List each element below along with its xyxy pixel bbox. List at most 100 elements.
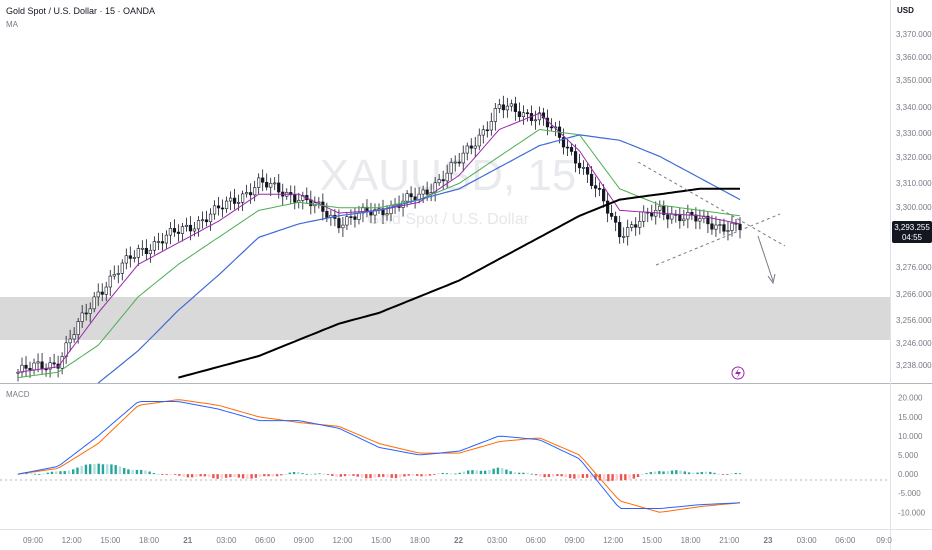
- macd-histogram-bar: [692, 472, 695, 475]
- ma-long-line[interactable]: [178, 187, 740, 379]
- candle-body: [445, 172, 449, 182]
- price-tick-label: 3,256.000: [896, 316, 932, 325]
- macd-histogram-bar: [471, 470, 474, 475]
- candle-body: [228, 197, 233, 202]
- macd-histogram-bar: [127, 469, 130, 475]
- macd-histogram-bar: [611, 474, 614, 481]
- candle-body: [662, 205, 666, 215]
- macd-histogram-bar: [734, 472, 737, 475]
- price-tick-label: 3,340.000: [896, 103, 932, 112]
- macd-histogram-bar: [335, 474, 338, 477]
- macd-histogram-bar: [63, 471, 66, 475]
- time-axis-label: 03:00: [797, 536, 818, 545]
- lightning-icon: [735, 368, 741, 378]
- macd-histogram-bar: [598, 474, 602, 481]
- candle-body: [501, 104, 505, 111]
- candle-body: [140, 247, 144, 250]
- macd-histogram-bar: [229, 474, 232, 478]
- macd-histogram-bar: [131, 469, 134, 475]
- time-axis-label: 03:00: [216, 536, 237, 545]
- macd-histogram-bar: [152, 473, 156, 475]
- time-axis[interactable]: 09:00 12:00 15:00 18:00 21 03:00 06:00 09:00 12:…: [23, 536, 892, 545]
- macd-histogram-bar: [539, 474, 542, 477]
- macd-signal-line[interactable]: [17, 399, 741, 513]
- candle-body: [128, 255, 132, 259]
- macd-histogram-bar: [573, 474, 576, 479]
- candle-body: [321, 201, 325, 212]
- candle-body: [188, 224, 193, 232]
- macd-histogram-bar: [284, 473, 287, 475]
- candle-body: [517, 111, 521, 118]
- candle-body: [172, 228, 177, 233]
- macd-histogram-bar: [110, 464, 113, 475]
- price-tick-label: 3,330.000: [896, 129, 932, 138]
- candle-body: [200, 219, 205, 222]
- moving-averages: [17, 112, 741, 384]
- time-axis-label: 09:00: [294, 536, 315, 545]
- macd-histogram-bar: [551, 474, 555, 477]
- macd-histogram-bar: [55, 471, 58, 475]
- support-zone: [0, 297, 890, 340]
- macd-histogram-bar: [314, 473, 317, 475]
- candle-body: [88, 308, 92, 314]
- macd-histogram-bar: [114, 465, 117, 475]
- candle-body: [241, 193, 245, 203]
- macd-pane[interactable]: [16, 399, 742, 513]
- time-axis-label: 15:00: [371, 536, 392, 545]
- candle-body: [738, 223, 742, 231]
- candle-body: [581, 167, 586, 169]
- macd-histogram-bar: [356, 474, 359, 477]
- current-price-value: 3,293.255: [894, 223, 930, 232]
- candle-body: [176, 231, 181, 234]
- macd-histogram-bar: [585, 474, 589, 478]
- price-tick-label: 3,266.000: [896, 290, 932, 299]
- time-axis-label: 09:00: [23, 536, 44, 545]
- macd-histogram-bar: [534, 474, 538, 476]
- candle-body: [409, 193, 413, 198]
- candle-body: [666, 214, 670, 220]
- ma-indicator-label[interactable]: MA: [6, 20, 18, 29]
- macd-histogram-bar: [700, 471, 703, 475]
- macd-histogram-bar: [382, 474, 385, 477]
- macd-histogram-bar: [441, 472, 444, 475]
- price-tick-label: 3,320.000: [896, 153, 932, 162]
- candle-body: [726, 230, 730, 232]
- macd-histogram-bar: [263, 474, 266, 477]
- candle-body: [325, 211, 329, 218]
- macd-histogram-bar: [203, 474, 207, 477]
- macd-histogram-bar: [437, 473, 440, 475]
- symbol-title[interactable]: Gold Spot / U.S. Dollar · 15 · OANDA: [6, 6, 156, 16]
- macd-line[interactable]: [17, 401, 741, 509]
- price-axis[interactable]: 3,370.000 3,360.000 3,350.000 3,340.000 3,33…: [896, 30, 932, 370]
- candle-body: [730, 222, 734, 231]
- ma-mid-line[interactable]: [17, 128, 741, 379]
- currency-label[interactable]: USD: [897, 6, 914, 15]
- macd-indicator-label[interactable]: MACD: [6, 390, 30, 399]
- triangle-lower-trendline[interactable]: [655, 213, 781, 266]
- candle-body: [40, 361, 44, 370]
- triangle-upper-trendline[interactable]: [637, 161, 786, 247]
- candle-body: [152, 241, 156, 251]
- macd-histogram-bar: [458, 472, 461, 475]
- macd-histogram-bar: [653, 471, 657, 475]
- candle-body: [20, 364, 24, 373]
- candle-body: [261, 177, 265, 183]
- macd-histogram-bar: [416, 474, 419, 476]
- ma-slow-line[interactable]: [97, 134, 741, 384]
- macd-histogram-bar: [365, 474, 368, 479]
- candle-body: [686, 212, 690, 220]
- candle-body: [710, 223, 714, 230]
- candle-body: [377, 208, 381, 210]
- candle-body: [337, 218, 341, 229]
- candle-body: [164, 234, 169, 244]
- candle-body: [196, 220, 201, 230]
- projection-arrow[interactable]: [757, 235, 774, 282]
- macd-axis[interactable]: 20.000 15.000 10.000 5.000 0.000 -5.000 -10.00…: [898, 394, 926, 518]
- macd-histogram-bar: [670, 470, 674, 475]
- candle-body: [481, 129, 485, 136]
- macd-histogram-bar: [662, 471, 665, 475]
- candle-body: [437, 179, 441, 184]
- time-axis-label: 12:00: [332, 536, 353, 545]
- macd-histogram-bar: [360, 474, 364, 478]
